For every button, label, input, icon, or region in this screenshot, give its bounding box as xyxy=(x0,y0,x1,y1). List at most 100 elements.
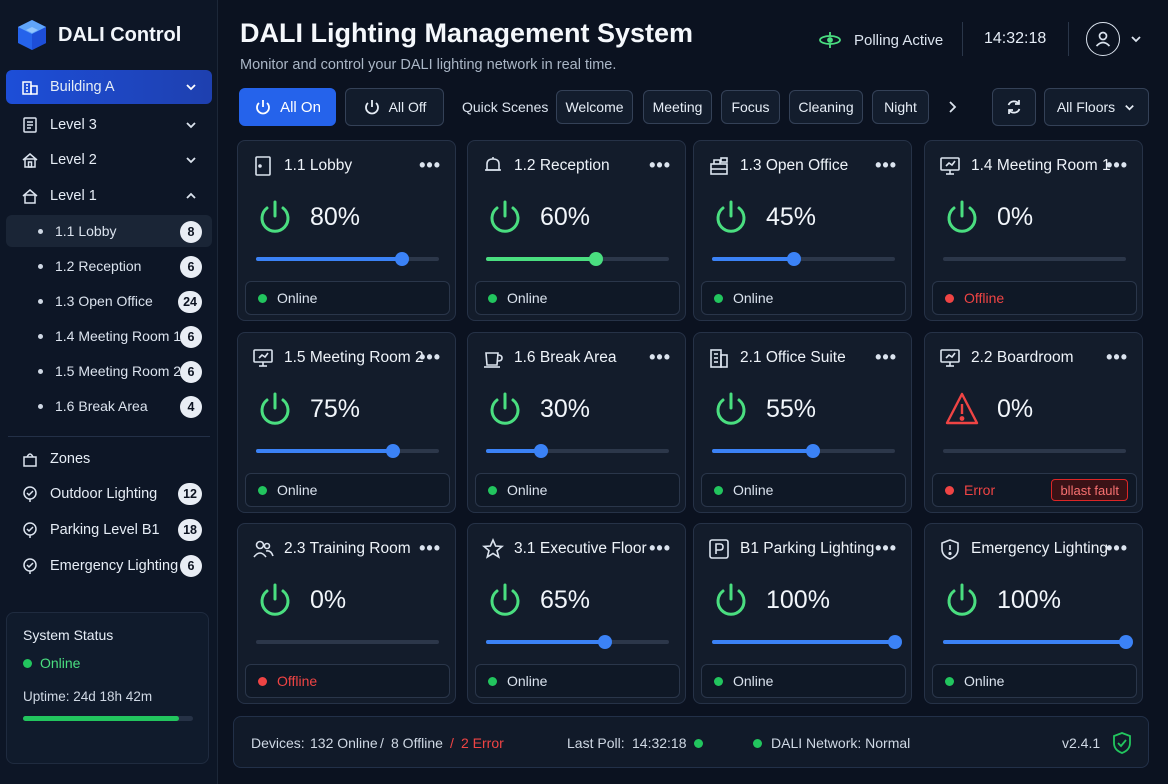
sidebar-room-open-office[interactable]: 1.3 Open Office 24 xyxy=(6,285,212,317)
card-power-toggle[interactable] xyxy=(714,391,748,427)
sidebar-room-meeting-room-2[interactable]: 1.5 Meeting Room 2 6 xyxy=(6,355,212,387)
more-menu-icon[interactable]: ••• xyxy=(1106,538,1128,558)
dimmer-slider[interactable] xyxy=(943,449,1126,453)
card-status: Online xyxy=(475,664,680,698)
card-power-toggle[interactable] xyxy=(258,199,292,235)
room-card[interactable]: 1.3 Open Office ••• 45% Online xyxy=(693,140,912,321)
scene-cleaning-button[interactable]: Cleaning xyxy=(789,90,863,124)
power-icon xyxy=(256,100,270,115)
more-menu-icon[interactable]: ••• xyxy=(649,347,671,367)
dimmer-slider[interactable] xyxy=(256,444,439,458)
dimmer-slider[interactable] xyxy=(486,252,669,266)
zones-icon xyxy=(20,449,40,469)
dimmer-slider[interactable] xyxy=(712,444,895,458)
dimmer-slider[interactable] xyxy=(943,635,1133,649)
dimmer-slider[interactable] xyxy=(712,252,895,266)
dimmer-slider[interactable] xyxy=(256,640,439,644)
more-menu-icon[interactable]: ••• xyxy=(419,538,441,558)
dimmer-slider[interactable] xyxy=(486,444,669,458)
room-card[interactable]: 1.2 Reception ••• 60% Online xyxy=(467,140,686,321)
dimmer-slider[interactable] xyxy=(486,635,669,649)
scene-welcome-button[interactable]: Welcome xyxy=(556,90,633,124)
brand[interactable]: DALI Control xyxy=(16,18,181,52)
sidebar-item-level-3[interactable]: Level 3 xyxy=(6,108,212,142)
card-level: 0% xyxy=(310,586,347,614)
all-off-button[interactable]: All Off xyxy=(345,88,444,126)
slider-knob[interactable] xyxy=(597,635,612,649)
sidebar-room-reception[interactable]: 1.2 Reception 6 xyxy=(6,250,212,282)
card-power-toggle[interactable] xyxy=(258,391,292,427)
room-card[interactable]: Emergency Lighting ••• 100% Online xyxy=(924,523,1143,704)
fault-badge[interactable]: bllast fault xyxy=(1051,479,1128,501)
room-card[interactable]: B1 Parking Lighting ••• 100% Online xyxy=(693,523,912,704)
power-icon xyxy=(716,200,746,233)
more-menu-icon[interactable]: ••• xyxy=(419,347,441,367)
card-title: 1.2 Reception xyxy=(514,157,610,174)
slider-knob[interactable] xyxy=(588,252,603,266)
card-power-toggle[interactable] xyxy=(488,391,522,427)
slider-knob[interactable] xyxy=(787,252,802,266)
sidebar-item-level-1[interactable]: Level 1 xyxy=(6,179,212,213)
status-dot-icon xyxy=(945,676,954,686)
more-menu-icon[interactable]: ••• xyxy=(875,347,897,367)
card-power-toggle[interactable] xyxy=(488,582,522,618)
chevron-down-icon[interactable] xyxy=(1129,32,1143,46)
dimmer-slider[interactable] xyxy=(943,257,1126,261)
power-icon xyxy=(490,200,520,233)
scene-night-button[interactable]: Night xyxy=(872,90,929,124)
status-label: Online xyxy=(277,482,318,498)
room-card[interactable]: 3.1 Executive Floor ••• 65% Online xyxy=(467,523,686,704)
sidebar-room-break-area[interactable]: 1.6 Break Area 4 xyxy=(6,390,212,422)
more-menu-icon[interactable]: ••• xyxy=(1106,155,1128,175)
card-power-toggle[interactable] xyxy=(258,582,292,618)
sidebar-room-lobby[interactable]: 1.1 Lobby 8 xyxy=(6,215,212,247)
scene-focus-button[interactable]: Focus xyxy=(721,90,780,124)
slider-knob[interactable] xyxy=(1119,635,1133,649)
sidebar-item-building-a[interactable]: Building A xyxy=(6,70,212,104)
room-card[interactable]: 1.5 Meeting Room 2 ••• 75% Online xyxy=(237,332,456,513)
more-menu-icon[interactable]: ••• xyxy=(875,155,897,175)
more-menu-icon[interactable]: ••• xyxy=(649,538,671,558)
sidebar-zone-emergency-lighting[interactable]: Emergency Lighting 6 xyxy=(6,549,212,583)
room-card[interactable]: 1.1 Lobby ••• 80% Online xyxy=(237,140,456,321)
chevron-right-icon[interactable] xyxy=(944,99,960,115)
slider-knob[interactable] xyxy=(888,635,902,649)
all-on-button[interactable]: All On xyxy=(239,88,336,126)
user-avatar-button[interactable] xyxy=(1086,22,1120,56)
slider-knob[interactable] xyxy=(533,444,548,458)
more-menu-icon[interactable]: ••• xyxy=(649,155,671,175)
dimmer-slider[interactable] xyxy=(712,635,902,649)
room-card[interactable]: 2.2 Boardroom ••• 0% Error bllast fault xyxy=(924,332,1143,513)
card-power-toggle[interactable] xyxy=(945,199,979,235)
card-power-toggle[interactable] xyxy=(945,582,979,618)
status-dot-icon xyxy=(714,293,723,303)
scene-meeting-button[interactable]: Meeting xyxy=(643,90,712,124)
sidebar-item-zones[interactable]: Zones xyxy=(6,442,212,476)
more-menu-icon[interactable]: ••• xyxy=(419,155,441,175)
card-power-toggle[interactable] xyxy=(714,199,748,235)
refresh-button[interactable] xyxy=(992,88,1036,126)
floor-filter-select[interactable]: All Floors xyxy=(1044,88,1149,126)
room-card[interactable]: 2.3 Training Room ••• 0% Offline xyxy=(237,523,456,704)
room-card[interactable]: 2.1 Office Suite ••• 55% Online xyxy=(693,332,912,513)
card-power-toggle[interactable] xyxy=(714,582,748,618)
more-menu-icon[interactable]: ••• xyxy=(875,538,897,558)
room-card[interactable]: 1.6 Break Area ••• 30% Online xyxy=(467,332,686,513)
slider-knob[interactable] xyxy=(805,444,820,458)
card-level: 45% xyxy=(766,203,817,231)
sidebar-room-meeting-room-1[interactable]: 1.4 Meeting Room 1 6 xyxy=(6,320,212,352)
slider-knob[interactable] xyxy=(386,444,401,458)
status-label: Online xyxy=(964,673,1005,689)
room-card[interactable]: 1.4 Meeting Room 1 ••• 0% Offline xyxy=(924,140,1143,321)
status-dot-icon xyxy=(945,485,954,495)
dimmer-slider[interactable] xyxy=(256,252,439,266)
slider-knob[interactable] xyxy=(395,252,410,266)
more-menu-icon[interactable]: ••• xyxy=(1106,347,1128,367)
sidebar-item-level-2[interactable]: Level 2 xyxy=(6,143,212,177)
card-power-toggle[interactable] xyxy=(488,199,522,235)
card-title: 1.3 Open Office xyxy=(740,157,849,174)
sidebar-zone-outdoor-lighting[interactable]: Outdoor Lighting 12 xyxy=(6,477,212,511)
sidebar-zone-parking-b1[interactable]: Parking Level B1 18 xyxy=(6,513,212,547)
card-title: 1.5 Meeting Room 2 xyxy=(284,349,424,366)
card-power-toggle[interactable] xyxy=(945,391,979,427)
